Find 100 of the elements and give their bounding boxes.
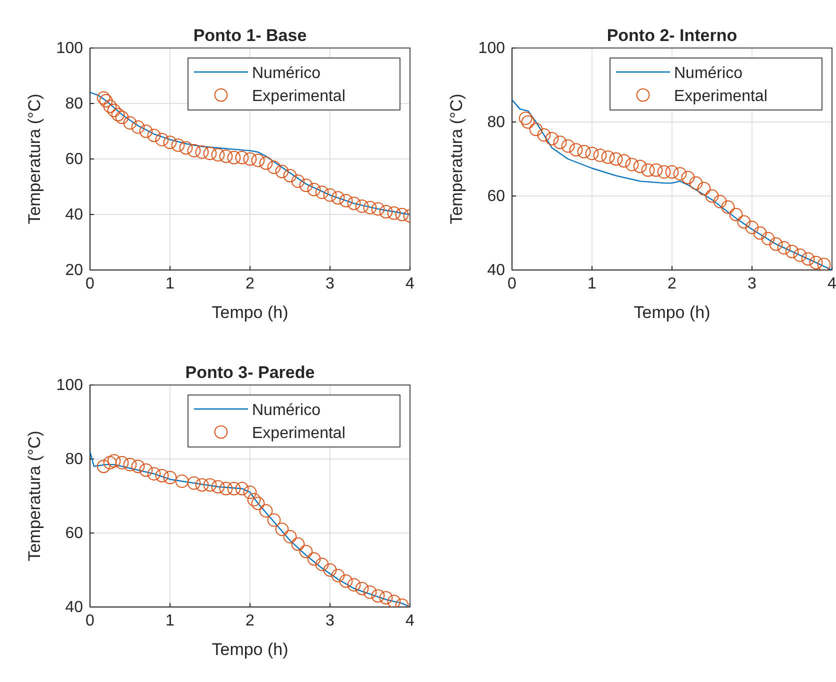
- point: [187, 476, 201, 490]
- point: [721, 200, 735, 214]
- x-tick-label: 4: [406, 275, 415, 292]
- y-tick-label: 40: [65, 599, 84, 616]
- point: [107, 454, 121, 468]
- x-tick-label: 0: [86, 612, 95, 630]
- point: [347, 196, 361, 210]
- point: [777, 241, 791, 254]
- x-tick-label: 3: [326, 275, 335, 292]
- point: [171, 138, 185, 152]
- point: [251, 496, 265, 510]
- y-tick-label: 40: [487, 262, 506, 280]
- point: [307, 552, 321, 566]
- legend-label: Numérico: [674, 65, 743, 82]
- point: [123, 116, 137, 130]
- point: [283, 168, 297, 182]
- point: [195, 145, 209, 159]
- y-axis-title: Temperatura (°C): [25, 94, 44, 224]
- y-tick-label: 60: [65, 151, 84, 168]
- point: [339, 574, 353, 588]
- y-tick-label: 60: [487, 188, 506, 206]
- point: [609, 152, 623, 166]
- point: [817, 258, 831, 270]
- y-tick-label: 80: [65, 451, 84, 468]
- point: [769, 237, 783, 251]
- y-tick-label: 100: [56, 377, 84, 394]
- y-tick-label: 40: [65, 206, 84, 224]
- point: [235, 482, 249, 496]
- x-tick-label: 0: [508, 275, 517, 292]
- point: [111, 108, 125, 122]
- point: [673, 167, 687, 180]
- point: [339, 194, 353, 208]
- point: [537, 128, 551, 142]
- point: [259, 504, 273, 518]
- legend-label: Experimental: [252, 88, 346, 105]
- point: [259, 156, 273, 170]
- y-tick-label: 20: [65, 262, 84, 280]
- point: [518, 112, 532, 125]
- point: [379, 205, 393, 218]
- point: [363, 586, 377, 599]
- legend-label: Experimental: [674, 88, 768, 105]
- point: [561, 139, 575, 153]
- point: [593, 148, 607, 162]
- point: [681, 170, 695, 184]
- point: [299, 544, 313, 558]
- point: [131, 120, 145, 134]
- legend-label: Experimental: [252, 425, 346, 442]
- point: [761, 232, 775, 246]
- point: [785, 244, 799, 258]
- point: [553, 136, 567, 150]
- point: [641, 163, 655, 177]
- chart-title: Ponto 2- Interno: [606, 26, 738, 45]
- x-tick-label: 2: [668, 275, 677, 292]
- x-tick-label: 2: [246, 612, 255, 630]
- point: [123, 458, 137, 472]
- point: [633, 160, 647, 174]
- point: [96, 460, 110, 474]
- point: [331, 568, 345, 582]
- point: [96, 91, 110, 105]
- point: [107, 104, 121, 118]
- point: [371, 202, 385, 216]
- point: [267, 160, 281, 174]
- point: [585, 146, 599, 160]
- point: [275, 164, 289, 178]
- point: [147, 128, 161, 142]
- point: [219, 482, 233, 496]
- point: [251, 154, 265, 168]
- x-tick-label: 1: [166, 612, 175, 630]
- point: [163, 136, 177, 150]
- point: [713, 194, 727, 208]
- point: [793, 248, 807, 262]
- point: [307, 182, 321, 196]
- point: [247, 493, 261, 506]
- point: [299, 178, 313, 192]
- legend-label: Numérico: [252, 65, 321, 82]
- point: [283, 530, 297, 544]
- point: [115, 456, 129, 470]
- point: [529, 122, 543, 136]
- point: [235, 150, 249, 164]
- point: [227, 482, 241, 496]
- x-tick-label: 4: [828, 275, 836, 292]
- point: [315, 186, 329, 199]
- chart-title: Ponto 3- Parede: [185, 363, 315, 382]
- point: [323, 188, 337, 202]
- point: [203, 146, 217, 160]
- point: [115, 110, 129, 124]
- x-axis-title: Tempo (h): [212, 303, 288, 322]
- point: [737, 215, 751, 229]
- x-tick-label: 2: [246, 275, 255, 292]
- x-tick-label: 1: [588, 275, 597, 292]
- y-tick-label: 100: [478, 40, 506, 58]
- point: [577, 144, 591, 158]
- point: [291, 537, 305, 551]
- point: [163, 470, 177, 484]
- point: [139, 124, 153, 138]
- y-tick-label: 80: [487, 114, 506, 132]
- point: [387, 206, 401, 220]
- point: [363, 200, 377, 214]
- point: [267, 513, 281, 527]
- point: [203, 478, 217, 492]
